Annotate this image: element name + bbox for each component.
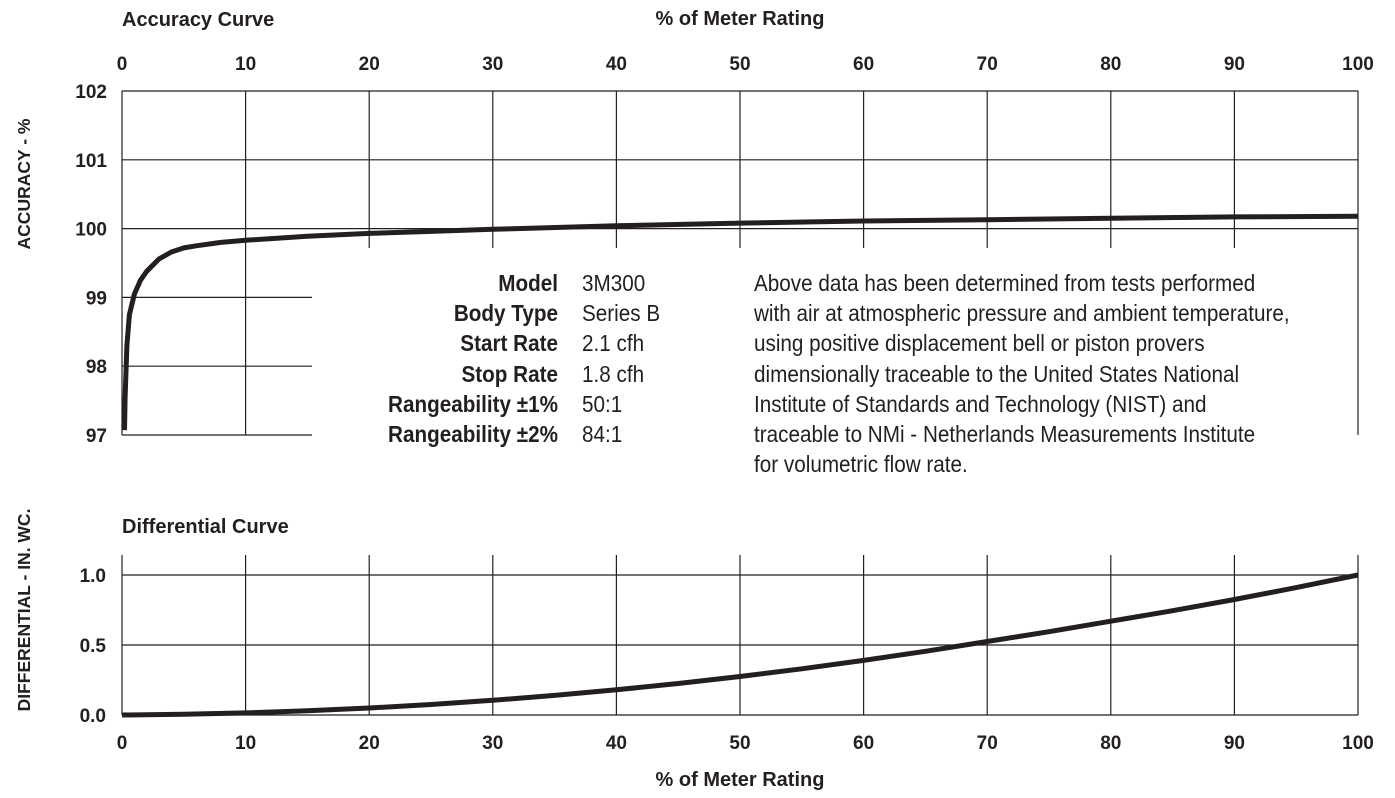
spec-value: 3M300 <box>582 270 646 296</box>
differential-x-tick-labels: 0 10 20 30 40 50 60 70 80 90 100 <box>117 733 1374 754</box>
differential-x-tick: 0 <box>117 733 128 754</box>
accuracy-x-tick: 30 <box>482 54 503 75</box>
accuracy-x-tick: 100 <box>1342 54 1374 75</box>
note-line: Above data has been determined from test… <box>754 270 1256 296</box>
spec-value: 1.8 cfh <box>582 360 645 387</box>
accuracy-y-axis-label: ACCURACY - % <box>14 118 34 249</box>
note-line: Institute of Standards and Technology (N… <box>754 390 1207 417</box>
spec-label: Start Rate <box>460 330 558 357</box>
accuracy-y-tick: 101 <box>75 151 107 172</box>
note-line: using positive displacement bell or pist… <box>754 330 1205 357</box>
accuracy-y-tick: 97 <box>86 426 107 447</box>
accuracy-title: Accuracy Curve <box>122 9 274 31</box>
meter-specs-table: Model 3M300 Body Type Series B Start Rat… <box>300 268 671 449</box>
accuracy-y-tick: 102 <box>75 82 107 103</box>
differential-x-tick: 70 <box>977 733 998 754</box>
spec-row-model: Model 3M300 <box>300 268 671 298</box>
spec-row-rangeability-2: Rangeability ±2% 84:1 <box>300 419 671 449</box>
accuracy-curve-line <box>122 213 1359 431</box>
accuracy-x-tick: 80 <box>1100 54 1121 75</box>
bottom-x-axis-label: % of Meter Rating <box>656 769 825 791</box>
accuracy-grid <box>121 90 1359 436</box>
accuracy-x-tick-labels: 0 10 20 30 40 50 60 70 80 90 100 <box>117 54 1374 75</box>
spec-row-stop-rate: Stop Rate 1.8 cfh <box>300 359 671 389</box>
spec-row-body-type: Body Type Series B <box>300 298 671 328</box>
accuracy-x-tick: 50 <box>729 54 750 75</box>
differential-y-axis-label: DIFFERENTIAL - IN. WC. <box>14 509 34 712</box>
accuracy-y-tick-labels: 97 98 99 100 101 102 <box>75 82 107 447</box>
spec-value: 50:1 <box>582 390 623 417</box>
note-line: traceable to NMi - Netherlands Measureme… <box>754 421 1256 448</box>
accuracy-y-tick: 99 <box>86 288 107 309</box>
differential-x-tick: 90 <box>1224 733 1245 754</box>
accuracy-x-tick: 0 <box>117 54 128 75</box>
accuracy-x-tick: 70 <box>977 54 998 75</box>
differential-y-tick-labels: 0.0 0.5 1.0 <box>80 566 107 727</box>
spec-row-start-rate: Start Rate 2.1 cfh <box>300 328 671 358</box>
accuracy-y-tick: 100 <box>75 220 107 241</box>
differential-x-tick: 80 <box>1100 733 1121 754</box>
differential-x-tick: 20 <box>359 733 380 754</box>
differential-x-tick: 30 <box>482 733 503 754</box>
spec-label: Rangeability ±1% <box>388 390 558 417</box>
spec-value: 84:1 <box>582 421 623 448</box>
differential-x-tick: 50 <box>729 733 750 754</box>
differential-y-tick: 1.0 <box>80 566 106 587</box>
differential-title: Differential Curve <box>122 516 289 538</box>
accuracy-x-tick: 10 <box>235 54 256 75</box>
note-line: with air at atmospheric pressure and amb… <box>754 300 1290 327</box>
spec-value: 2.1 cfh <box>582 330 645 357</box>
accuracy-x-tick: 40 <box>606 54 627 75</box>
spec-value: Series B <box>582 300 661 327</box>
differential-x-tick: 40 <box>606 733 627 754</box>
differential-y-tick: 0.5 <box>80 636 107 657</box>
note-line: for volumetric flow rate. <box>754 451 968 478</box>
differential-x-tick: 60 <box>853 733 874 754</box>
accuracy-x-tick: 90 <box>1224 54 1245 75</box>
test-method-note: Above data has been determined from test… <box>754 268 1394 479</box>
spec-label: Model <box>498 270 558 296</box>
top-x-axis-label: % of Meter Rating <box>656 8 825 30</box>
spec-label: Rangeability ±2% <box>388 421 558 448</box>
spec-label: Stop Rate <box>461 360 558 387</box>
differential-x-tick: 100 <box>1342 733 1374 754</box>
differential-grid <box>121 555 1359 716</box>
differential-x-tick: 10 <box>235 733 256 754</box>
differential-curve-line <box>121 572 1359 718</box>
spec-label: Body Type <box>453 300 558 327</box>
accuracy-y-tick: 98 <box>86 357 107 378</box>
spec-row-rangeability-1: Rangeability ±1% 50:1 <box>300 389 671 419</box>
note-line: dimensionally traceable to the United St… <box>754 360 1240 387</box>
differential-y-tick: 0.0 <box>80 706 106 727</box>
accuracy-x-tick: 20 <box>359 54 380 75</box>
accuracy-x-tick: 60 <box>853 54 874 75</box>
